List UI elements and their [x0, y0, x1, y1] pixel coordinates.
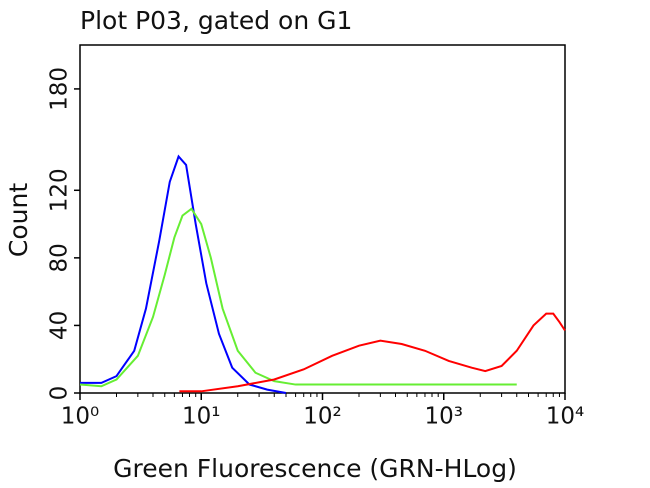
x-axis-label: Green Fluorescence (GRN-HLog)	[113, 454, 517, 483]
x-tick-label: 10⁴	[546, 404, 585, 430]
series-line	[79, 207, 517, 388]
y-axis-label: Count	[4, 183, 33, 257]
y-tick-label: 40	[47, 311, 73, 340]
x-tick-label: 10⁰	[61, 404, 100, 430]
y-tick-label: 120	[47, 168, 73, 212]
series-line	[179, 312, 566, 393]
y-tick-label: 0	[47, 386, 73, 401]
x-tick-label: 10²	[303, 404, 342, 430]
series-line	[80, 154, 287, 394]
y-tick-label: 80	[47, 243, 73, 272]
chart-title: Plot P03, gated on G1	[80, 6, 352, 35]
x-tick-label: 10¹	[182, 404, 221, 430]
y-tick-label: 180	[47, 67, 73, 111]
plot-frame	[79, 44, 566, 394]
x-tick-label: 10³	[425, 404, 464, 430]
